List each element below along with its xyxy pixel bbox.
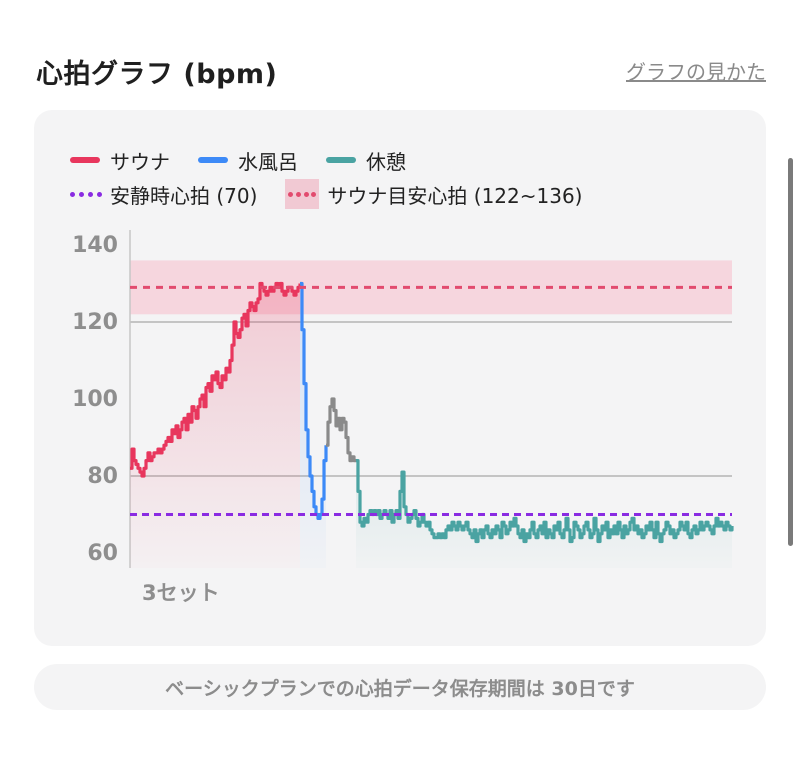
target-range-swatch xyxy=(285,179,320,209)
y-tick-label: 60 xyxy=(87,541,118,566)
legend-item-rest: 休憩 xyxy=(326,146,406,175)
legend-label-target-range: サウナ目安心拍 (122~136) xyxy=(327,183,583,208)
legend-label-sauna: サウナ xyxy=(110,149,170,174)
series-cold-bath-area xyxy=(300,283,326,568)
x-axis-label: 3セット xyxy=(142,581,220,605)
series-rest-line xyxy=(356,459,734,544)
legend-item-resting-hr: 安静時心拍 (70) xyxy=(70,180,257,209)
series-sauna-area xyxy=(130,283,300,568)
series-cold-bath-line xyxy=(300,281,328,520)
legend-label-cold-bath: 水風呂 xyxy=(238,149,298,174)
series-rest-area xyxy=(356,460,732,568)
header: 心拍グラフ (bpm) グラフの見かた xyxy=(36,48,766,92)
legend-item-target-range: サウナ目安心拍 (122~136) xyxy=(285,179,583,209)
scrollbar[interactable] xyxy=(788,158,793,546)
y-tick-label: 140 xyxy=(72,233,118,258)
page-title: 心拍グラフ (bpm) xyxy=(36,59,278,90)
storage-notice-text: ベーシックプランでの心拍データ保存期間は 30日です xyxy=(165,677,635,700)
series-sauna-line xyxy=(130,281,302,478)
series-transition-line xyxy=(326,397,356,463)
graph-guide-link[interactable]: グラフの見かた xyxy=(626,60,766,84)
sauna-swatch xyxy=(70,157,100,163)
legend-item-sauna: サウナ xyxy=(70,146,170,175)
legend-row-2: 安静時心拍 (70) サウナ目安心拍 (122~136) xyxy=(70,179,611,209)
legend-row-1: サウナ 水風呂 休憩 xyxy=(70,146,434,174)
storage-notice: ベーシックプランでの心拍データ保存期間は 30日です xyxy=(34,664,766,710)
legend-label-rest: 休憩 xyxy=(366,149,406,174)
y-tick-label: 80 xyxy=(87,464,118,489)
y-tick-label: 120 xyxy=(72,310,118,335)
y-tick-label: 100 xyxy=(72,387,118,412)
legend-label-resting-hr: 安静時心拍 (70) xyxy=(110,183,258,208)
rest-swatch xyxy=(326,157,356,163)
resting-hr-swatch xyxy=(70,191,102,197)
cold-bath-swatch xyxy=(198,157,228,163)
legend-item-cold-bath: 水風呂 xyxy=(198,146,298,175)
